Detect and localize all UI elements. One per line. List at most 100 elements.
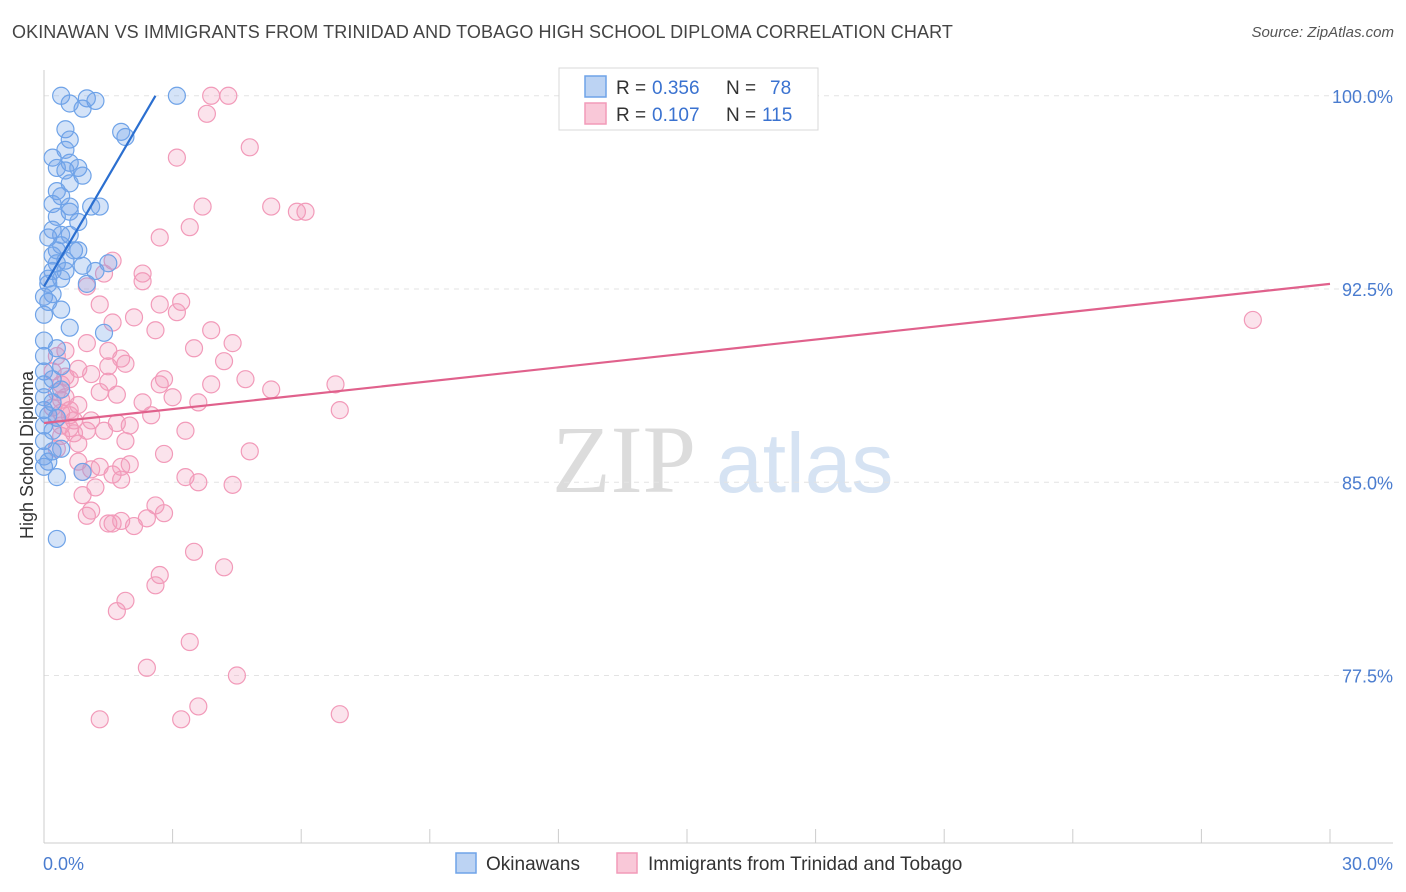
trinidad-point-44: [262, 380, 281, 399]
trinidad-point-89: [124, 516, 144, 536]
trinidad-point-14: [133, 272, 152, 291]
axes: [43, 70, 1393, 844]
okinawan-point-56: [34, 346, 54, 366]
trinidad-point-77: [189, 473, 208, 492]
trinidad-point-22: [202, 321, 221, 340]
trinidad-point-74: [103, 465, 122, 484]
trinidad-point-97: [137, 658, 156, 677]
watermark-atlas: atlas: [716, 416, 893, 510]
trend-lines: [43, 95, 1331, 425]
trinidad-point-7: [193, 197, 212, 216]
y-tick-labels: 77.5% 85.0% 92.5% 100.0%: [1332, 87, 1393, 687]
okinawan-point-75: [73, 462, 92, 482]
trinidad-point-90: [184, 542, 204, 561]
trinidad-point-99: [189, 697, 208, 716]
okinawan-point-50: [52, 300, 71, 319]
trinidad-point-110: [64, 424, 84, 443]
trinidad-point-92: [150, 565, 169, 585]
y-tick-label-1: 85.0%: [1342, 473, 1393, 493]
trinidad-point-32: [99, 357, 118, 376]
gridlines: [44, 95, 1393, 677]
trinidad-point-84: [77, 506, 96, 525]
trinidad-point-25: [77, 334, 96, 353]
trinidad-point-35: [214, 352, 234, 371]
okinawan-point-67: [34, 416, 54, 435]
okinawan-point-26: [69, 212, 88, 232]
trinidad-point-9: [180, 218, 199, 237]
trinidad-point-42: [202, 375, 221, 394]
trinidad-point-114: [163, 388, 182, 407]
okinawan-point-60: [34, 375, 54, 394]
legend-swatch-blue: [584, 75, 607, 98]
correlation-legend: R = 0.356 N = 78 R = 0.107 N = 115: [558, 67, 819, 131]
trinidad-point-18: [90, 295, 109, 314]
trinidad-point-24: [223, 334, 242, 353]
legend-n-label-1: N =: [726, 78, 756, 99]
trinidad-point-54: [330, 401, 349, 420]
trinidad-point-50: [133, 393, 152, 412]
trinidad-point-66: [69, 434, 88, 453]
y-tick-label-0: 77.5%: [1342, 667, 1393, 687]
trinidad-point-17: [150, 295, 169, 314]
legend-r-label-1: R =: [616, 78, 646, 99]
trinidad-point-23: [146, 321, 165, 340]
bottom-legend-okinawans: Okinawans: [486, 854, 580, 875]
legend-n-value-2: 115: [762, 105, 792, 126]
trinidad-point-105: [82, 364, 101, 384]
trinidad-point-78: [223, 475, 242, 494]
okinawan-point-76: [47, 468, 66, 487]
trinidad-point-43: [326, 375, 345, 394]
trinidad-point-12: [133, 264, 152, 283]
okinawan-point-9: [60, 130, 79, 149]
x-tick-label-max: 30.0%: [1342, 854, 1393, 874]
trinidad-point-20: [124, 308, 144, 327]
trinidad-point-58: [82, 411, 101, 430]
okinawan-point-61: [52, 380, 71, 399]
okinawan-point-5: [73, 99, 92, 118]
trend-line-okinawans: [43, 95, 157, 287]
trinidad-point-3: [240, 138, 259, 157]
okinawan-point-4: [167, 86, 186, 105]
trinidad-point-5: [262, 197, 281, 216]
trinidad-point-111: [116, 431, 135, 451]
legend-swatch-pink: [584, 102, 607, 125]
y-tick-label-3: 100.0%: [1332, 87, 1393, 107]
legend-r-label-2: R =: [616, 105, 646, 126]
trinidad-point-1: [219, 86, 238, 105]
trinidad-point-55: [142, 406, 161, 425]
trend-line-trinidad: [43, 282, 1331, 425]
okinawan-point-53: [94, 323, 114, 342]
trinidad-point-19: [167, 303, 186, 322]
bottom-legend-trinidad: Immigrants from Trinidad and Tobago: [648, 854, 962, 875]
x-tick-label-min: 0.0%: [43, 854, 84, 874]
trinidad-point-107: [120, 455, 139, 474]
trinidad-point-39: [236, 370, 255, 389]
okinawan-point-71: [43, 442, 62, 461]
bottom-legend-swatch-trinidad: [616, 852, 638, 874]
y-axis-label: High School Diploma: [17, 370, 37, 539]
trinidad-point-47: [107, 385, 126, 404]
trinidad-point-83: [154, 504, 174, 523]
okinawan-point-46: [77, 274, 96, 293]
trinidad-point-41: [150, 375, 169, 394]
trinidad-point-102: [172, 710, 191, 729]
series-legend: Okinawans Immigrants from Trinidad and T…: [455, 852, 962, 875]
legend-n-value-1: 78: [770, 78, 791, 99]
chart-title: OKINAWAN VS IMMIGRANTS FROM TRINIDAD AND…: [12, 22, 953, 42]
trinidad-point-80: [73, 486, 92, 505]
trinidad-point-51: [189, 393, 208, 412]
okinawan-point-57: [52, 357, 71, 376]
legend-r-value-2: 0.107: [652, 105, 700, 126]
series-okinawans-points: [34, 86, 186, 549]
trinidad-point-8: [296, 202, 315, 221]
trinidad-point-4: [167, 148, 186, 167]
trinidad-point-0: [202, 86, 221, 105]
trinidad-point-76: [112, 470, 131, 489]
trinidad-point-67: [240, 442, 259, 461]
trinidad-point-31: [116, 354, 135, 373]
okinawan-point-77: [47, 529, 66, 549]
legend-r-value-1: 0.356: [652, 78, 700, 99]
okinawan-point-62: [34, 388, 54, 407]
trinidad-point-101: [90, 710, 109, 729]
